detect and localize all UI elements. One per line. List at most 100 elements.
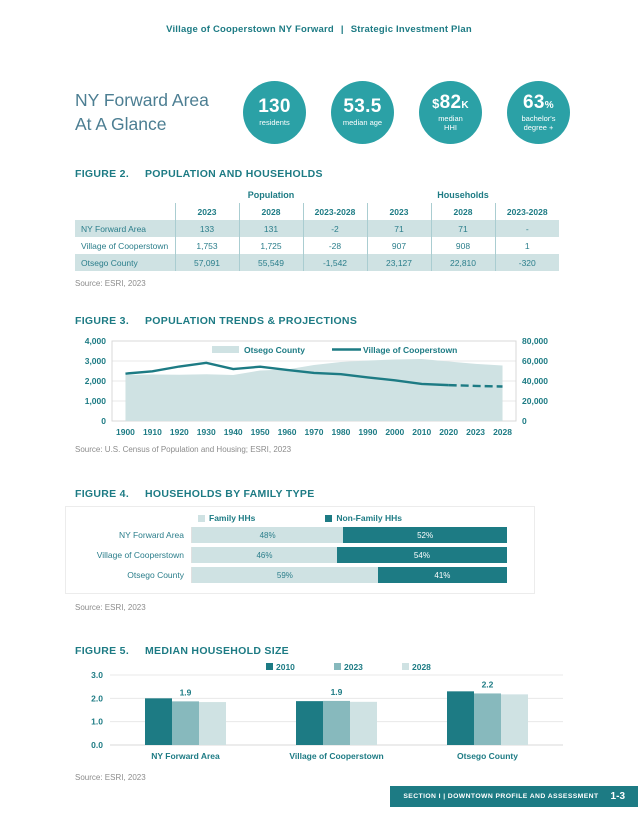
bar-annotation: 1.9 (331, 687, 343, 697)
bar-segment-family: 48% (192, 527, 344, 543)
figure5-label: FIGURE 5. (75, 645, 130, 657)
figure2-heading: FIGURE 2. POPULATION AND HOUSEHOLDS (75, 168, 638, 180)
group-header-households: Households (437, 190, 489, 200)
stat-label: bachelor's degree + (521, 113, 556, 132)
stat-value: 63% (523, 91, 554, 113)
x-axis-tick: 2020 (439, 427, 458, 437)
stacked-bar: 46% 54% (191, 547, 507, 563)
left-axis-tick: 4,000 (85, 336, 107, 346)
category-label: NY Forward Area (151, 751, 220, 761)
stat-label: residents (259, 118, 290, 128)
stat-circle-median-hhi: $82K median HHI (419, 81, 482, 144)
stacked-bar: 59% 41% (191, 567, 507, 583)
figure5-source: Source: ESRI, 2023 (75, 773, 146, 782)
bar-segment-family: 46% (192, 547, 337, 563)
legend-label-cooperstown: Village of Cooperstown (363, 345, 457, 355)
footer-section-label: SECTION I | DOWNTOWN PROFILE AND ASSESSM… (403, 793, 599, 800)
left-axis-tick: 2,000 (85, 376, 107, 386)
x-axis-tick: 1900 (116, 427, 135, 437)
left-axis-tick: 1,000 (85, 396, 107, 406)
footer-page-number: 1-3 (610, 791, 625, 802)
legend-entry: Non-Family HHs (325, 513, 402, 523)
bar-2023 (172, 701, 199, 745)
stat-circle-residents: 130 residents (243, 81, 306, 144)
stat-label: median HHI (438, 113, 463, 132)
x-axis-tick: 1930 (197, 427, 216, 437)
stat-value: $82K (432, 91, 469, 113)
bar-segment-nonfamily: 41% (377, 567, 507, 583)
right-axis-tick: 40,000 (522, 376, 548, 386)
stat-circles: 130 residents 53.5 median age $82K media… (243, 81, 570, 144)
x-axis-tick: 2023 (466, 427, 485, 437)
figure5-heading: FIGURE 5. MEDIAN HOUSEHOLD SIZE (75, 645, 638, 657)
bar-2028 (350, 701, 377, 745)
figure4-title: HOUSEHOLDS BY FAMILY TYPE (145, 488, 315, 500)
stat-value: 53.5 (343, 96, 382, 118)
figure2-source: Source: ESRI, 2023 (75, 279, 146, 288)
glance-title: NY Forward Area At A Glance (75, 89, 243, 135)
bar-segment-nonfamily: 52% (343, 527, 507, 543)
x-axis-tick: 1970 (305, 427, 324, 437)
glance-section: NY Forward Area At A Glance 130 resident… (75, 81, 638, 144)
figure2-title: POPULATION AND HOUSEHOLDS (145, 168, 323, 180)
cooperstown-line-series (125, 361, 449, 387)
median-household-size-chart: 0.0 1.0 2.0 3.0 1.9 NY Forward Area 1.9 Village… (91, 662, 563, 761)
legend-swatch (334, 663, 341, 670)
bar-annotation: 2.2 (482, 679, 494, 689)
x-axis-tick: 1940 (224, 427, 243, 437)
bar-2023 (323, 700, 350, 745)
glance-title-line1: NY Forward Area (75, 90, 209, 111)
households-family-type-chart: Family HHs Non-Family HHs NY Forward Area 4… (65, 506, 535, 594)
bar-2023 (474, 693, 501, 745)
left-axis-tick: 0 (101, 416, 106, 426)
figure4-source: Source: ESRI, 2023 (75, 603, 146, 612)
row-label: Village of Cooperstown (96, 550, 184, 560)
bar-2028 (501, 694, 528, 745)
stat-circle-median-age: 53.5 median age (331, 81, 394, 144)
bar-segment-nonfamily: 54% (336, 547, 507, 563)
table-group-header-row: Population Households (75, 187, 559, 203)
y-axis-tick: 3.0 (91, 670, 103, 680)
figure5-title: MEDIAN HOUSEHOLD SIZE (145, 645, 289, 657)
figure3-source: Source: U.S. Census of Population and Ho… (75, 445, 292, 454)
stacked-bar-row: Village of Cooperstown 46% 54% (66, 547, 534, 563)
otsego-county-area-series (125, 359, 503, 421)
right-axis-tick: 60,000 (522, 356, 548, 366)
x-axis-tick: 1960 (278, 427, 297, 437)
legend-label: Non-Family HHs (336, 513, 402, 523)
figure4-label: FIGURE 4. (75, 488, 130, 500)
x-axis-tick: 2028 (493, 427, 512, 437)
row-label: Otsego County (127, 570, 184, 580)
figure4-section: FIGURE 4. HOUSEHOLDS BY FAMILY TYPE Fami… (0, 488, 638, 612)
table-row: Village of Cooperstown 1,753 1,725 -28 9… (75, 237, 559, 254)
row-label: NY Forward Area (118, 530, 184, 540)
bar-2010 (145, 698, 172, 745)
glance-title-line2: At A Glance (75, 113, 167, 134)
legend-label: Family HHs (209, 513, 256, 523)
doc-header-divider: | (340, 24, 344, 35)
footer-bar: SECTION I | DOWNTOWN PROFILE AND ASSESSM… (390, 786, 638, 807)
y-axis-tick: 1.0 (91, 717, 103, 727)
stacked-bar-row: Otsego County 59% 41% (66, 567, 534, 583)
legend-label: 2023 (344, 662, 363, 672)
figure4-heading: FIGURE 4. HOUSEHOLDS BY FAMILY TYPE (75, 488, 638, 500)
legend-swatch-otsego (212, 346, 239, 353)
bar-annotation: 1.9 (180, 687, 192, 697)
y-axis-tick: 2.0 (91, 693, 103, 703)
bar-segment-family: 59% (192, 567, 378, 583)
stacked-bar: 48% 52% (191, 527, 507, 543)
table-row: Otsego County 57,091 55,549 -1,542 23,12… (75, 254, 559, 271)
figure3-label: FIGURE 3. (75, 315, 130, 327)
x-axis-tick: 1920 (170, 427, 189, 437)
figure5-section: FIGURE 5. MEDIAN HOUSEHOLD SIZE 0.0 1.0 2.… (0, 645, 638, 782)
legend-label: 2028 (412, 662, 431, 672)
doc-header: Village of Cooperstown NY Forward | Strate… (0, 0, 638, 35)
left-axis-tick: 3,000 (85, 356, 107, 366)
stat-label: median age (342, 118, 383, 128)
bar-2010 (296, 701, 323, 745)
stacked-bar-row: NY Forward Area 48% 52% (66, 527, 534, 543)
x-axis-tick: 2010 (412, 427, 431, 437)
stat-circle-bachelors: 63% bachelor's degree + (507, 81, 570, 144)
population-households-table: Population Households 2023 2028 2023-202… (75, 187, 559, 271)
